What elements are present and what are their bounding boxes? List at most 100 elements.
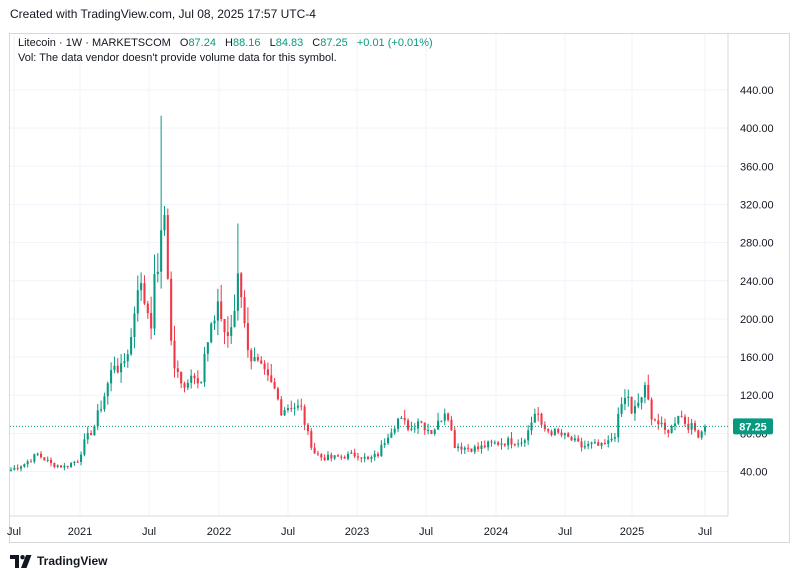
candle-body — [627, 396, 630, 398]
candle-body — [427, 429, 430, 431]
legend-high-label: H — [225, 37, 233, 49]
candle-body — [53, 463, 56, 467]
candle-body — [443, 413, 446, 421]
candle-body — [490, 441, 493, 443]
y-tick-label: 120.00 — [740, 390, 774, 402]
y-tick-label: 360.00 — [740, 161, 774, 173]
legend-low-label: L — [269, 37, 276, 49]
candle-body — [276, 388, 279, 400]
candle-body — [697, 430, 700, 438]
created-with-text: Created with TradingView.com, Jul 08, 20… — [10, 7, 316, 21]
candle-body — [250, 350, 253, 362]
candle-body — [453, 430, 456, 449]
x-tick-label: 2021 — [68, 526, 92, 538]
candle-body — [433, 429, 436, 434]
candle-body — [106, 383, 109, 397]
candle-body — [580, 441, 583, 448]
candle-body — [126, 354, 129, 362]
candle-body — [333, 455, 336, 459]
legend-close-value: 87.25 — [320, 37, 348, 49]
x-tick-label: Jul — [558, 526, 572, 538]
candle-body — [470, 448, 473, 452]
candle-body — [283, 410, 286, 416]
candle-body — [100, 409, 103, 411]
candle-body — [450, 419, 453, 431]
candle-body — [343, 456, 346, 459]
candle-body — [640, 397, 643, 403]
x-tick-label: Jul — [281, 526, 295, 538]
candle-body — [29, 461, 33, 463]
candle-body — [136, 290, 139, 314]
candle-body — [700, 431, 703, 438]
candle-body — [120, 363, 123, 373]
candle-body — [520, 442, 523, 444]
candle-body — [607, 440, 610, 444]
candle-body — [467, 447, 470, 449]
candle-body — [400, 417, 403, 419]
candle-body — [23, 464, 26, 467]
candle-body — [643, 384, 646, 398]
candle-body — [523, 440, 526, 443]
candle-body — [560, 432, 563, 436]
candle-body — [196, 378, 199, 384]
candle-body — [540, 413, 543, 425]
candle-body — [83, 439, 86, 455]
candle-body — [206, 342, 209, 354]
candle-body — [103, 396, 106, 410]
candle-body — [303, 406, 306, 425]
candle-body — [116, 365, 119, 373]
candle-body — [340, 456, 343, 458]
candle-body — [533, 413, 536, 423]
candle-body — [16, 467, 19, 469]
candle-body — [243, 297, 246, 324]
x-tick-label: Jul — [7, 526, 21, 538]
candle-body — [263, 363, 266, 370]
candle-body — [33, 454, 36, 462]
candle-body — [60, 465, 63, 468]
y-tick-label: 400.00 — [740, 123, 774, 135]
candle-body — [407, 420, 410, 430]
candle-body — [320, 454, 323, 458]
candle-body — [650, 399, 653, 420]
candle-body — [353, 452, 356, 457]
candle-body — [590, 442, 593, 444]
y-tick-label: 200.00 — [740, 314, 774, 326]
candle-body — [293, 407, 296, 409]
candle-body — [587, 443, 590, 447]
candle-body — [13, 467, 16, 470]
candle-body — [437, 420, 440, 430]
candle-body — [487, 441, 490, 448]
candle-body — [216, 301, 219, 321]
candle-body — [393, 428, 396, 433]
candle-body — [200, 382, 203, 384]
candle-body — [143, 283, 146, 304]
candle-body — [447, 413, 450, 420]
candle-body — [577, 438, 580, 442]
candle-body — [256, 357, 259, 361]
candle-body — [19, 466, 23, 469]
candle-body — [510, 438, 513, 445]
candle-body — [360, 457, 363, 459]
candle-body — [430, 429, 433, 434]
legend-low-value: 84.83 — [275, 37, 304, 49]
candle-body — [173, 340, 176, 369]
candle-body — [166, 215, 169, 279]
candle-body — [190, 375, 193, 383]
candle-body — [557, 429, 560, 433]
candle-body — [236, 273, 239, 311]
candle-body — [230, 327, 233, 336]
candle-body — [363, 456, 366, 459]
candle-body — [176, 368, 179, 372]
chart-frame — [9, 33, 790, 543]
legend-high-value: 88.16 — [232, 37, 261, 49]
candle-body — [527, 430, 530, 441]
candle-body — [93, 426, 96, 436]
candle-body — [113, 365, 116, 371]
y-tick-label: 320.00 — [740, 199, 774, 211]
candle-body — [330, 454, 333, 459]
candle-body — [703, 426, 707, 432]
candle-body — [617, 413, 620, 438]
candle-body — [46, 459, 49, 461]
tradingview-brand[interactable]: TradingView — [10, 553, 107, 569]
